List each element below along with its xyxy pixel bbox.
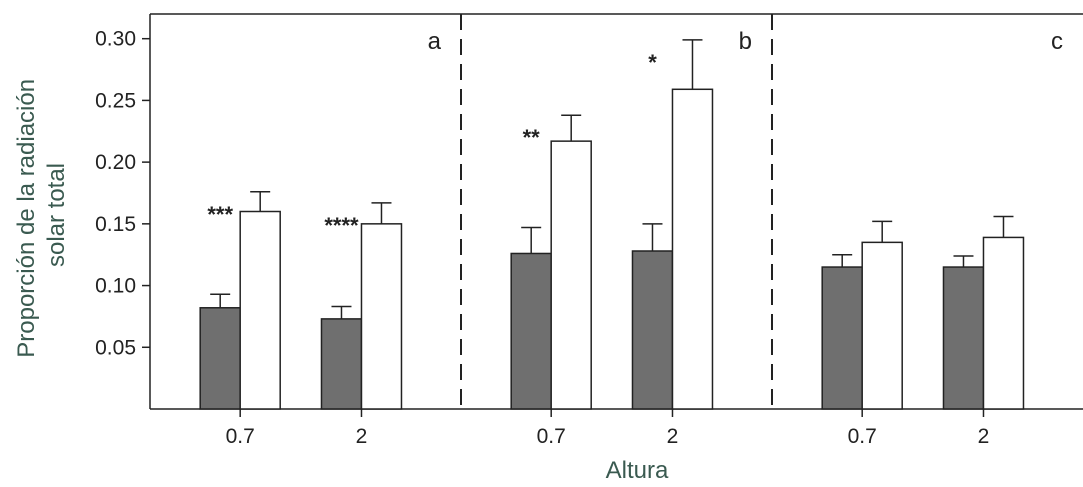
bar-light [671,88,714,410]
significance-label: ** [523,125,541,150]
x-tick-label: 2 [978,425,990,448]
y-axis-title-line-2: solar total [43,163,70,267]
x-axis-title: Altura [606,457,669,484]
y-tick-label: 0.25 [95,89,136,112]
bar-light [360,223,403,410]
bar-dark [631,250,674,410]
x-tick-label: 0.7 [537,425,566,448]
bar-dark [199,307,241,410]
x-tick-label: 0.7 [226,425,255,448]
significance-label: * [648,50,657,75]
bar-dark [821,266,863,410]
bar-light [982,236,1025,410]
y-tick-label: 0.15 [95,213,136,236]
panel-label: b [739,28,752,55]
y-tick-label: 0.30 [95,28,136,51]
bar-dark [510,252,552,410]
x-tick-label: 2 [667,425,679,448]
bar-light [550,140,592,410]
bar-dark [942,266,985,410]
bar-light [239,210,281,410]
bar-dark [320,318,363,410]
x-tick-label: 2 [356,425,368,448]
significance-label: **** [324,213,359,238]
panel-label: c [1051,28,1063,55]
panel-label: a [428,28,442,55]
x-tick-label: 0.7 [848,425,877,448]
bar-light [861,241,903,410]
y-axis-title: Proporción de la radiación solar total [13,72,70,358]
plot-area: 0.050.100.150.200.250.30 a0.7***2****b0.7… [95,13,1083,448]
significance-label: *** [207,202,233,227]
y-axis-title-line-1: Proporción de la radiación [13,79,40,358]
y-tick-label: 0.05 [95,336,136,359]
y-tick-label: 0.10 [95,275,136,298]
y-tick-label: 0.20 [95,151,136,174]
